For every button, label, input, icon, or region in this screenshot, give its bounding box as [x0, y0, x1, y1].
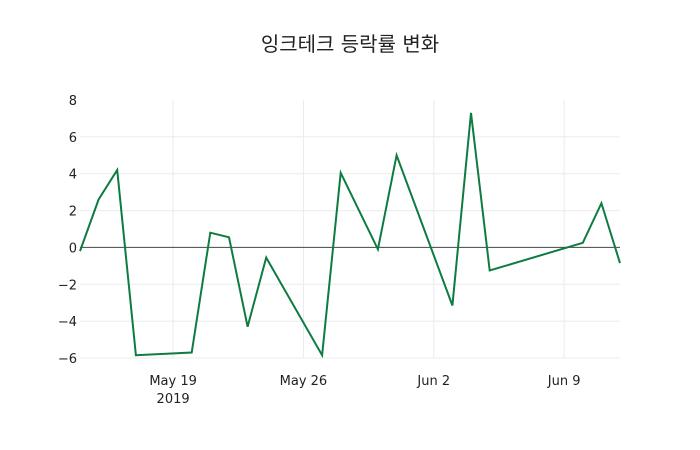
chart-title: 잉크테크 등락률 변화 — [260, 32, 440, 56]
y-tick-label: 6 — [69, 131, 77, 146]
gridlines — [80, 100, 620, 359]
x-axis: May 19 2019 May 26 Jun 2 Jun 9 — [149, 374, 580, 407]
x-tick-label: May 19 — [149, 374, 197, 389]
y-tick-label: −4 — [58, 315, 77, 330]
series-line — [79, 112, 621, 359]
y-tick-label: −2 — [58, 278, 77, 293]
y-tick-label: 0 — [69, 241, 77, 256]
x-tick-year-label: 2019 — [157, 392, 190, 407]
y-tick-label: −6 — [58, 352, 77, 367]
y-tick-label: 2 — [69, 205, 77, 220]
y-axis: −6 −4 −2 0 2 4 6 8 — [58, 94, 77, 367]
y-tick-label: 4 — [69, 168, 77, 183]
x-tick-label: Jun 9 — [547, 374, 581, 389]
x-tick-label: Jun 2 — [416, 374, 450, 389]
x-tick-label: May 26 — [280, 374, 328, 389]
y-tick-label: 8 — [69, 94, 77, 109]
